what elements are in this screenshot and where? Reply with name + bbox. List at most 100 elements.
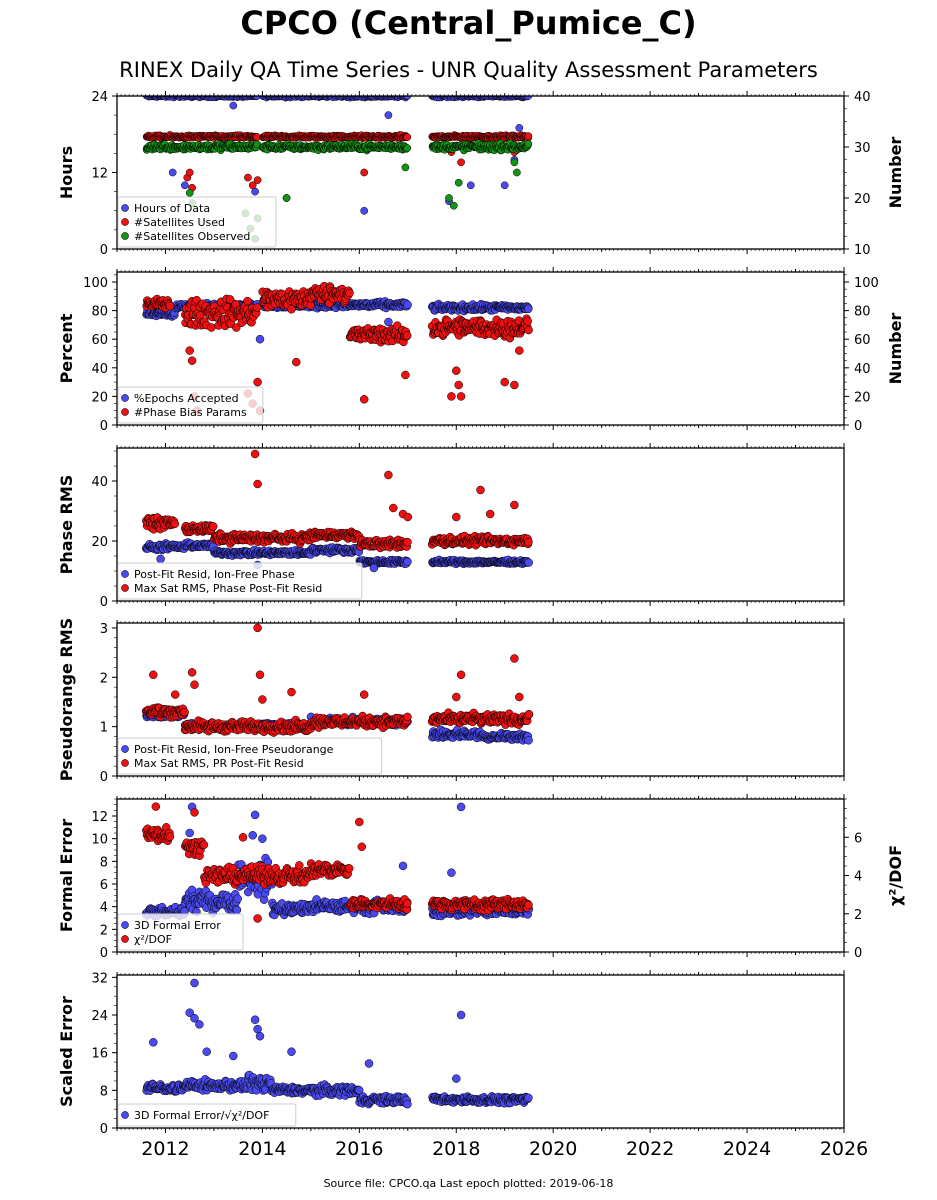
point-red-2	[403, 133, 412, 141]
outlier-point-red	[476, 485, 485, 495]
y-tick-label: 0	[100, 243, 108, 258]
legend-marker	[121, 408, 129, 416]
point-red-2	[345, 288, 354, 298]
y-right-tick-label: 60	[854, 333, 871, 348]
legend-marker	[121, 394, 129, 402]
outlier-point-green	[401, 163, 410, 172]
legend-label: %Epochs Accepted	[134, 392, 239, 405]
y-right-tick-label: 40	[854, 90, 871, 105]
outlier-point-red	[185, 346, 194, 355]
point-red-2	[252, 303, 262, 312]
outlier-point-green	[454, 178, 463, 187]
outlier-point-blue	[466, 181, 475, 190]
point-blue-1	[403, 300, 412, 310]
outlier-point-blue	[500, 181, 509, 190]
outlier-point-green	[510, 158, 519, 167]
outlier-point-red	[510, 380, 519, 390]
outlier-point-red	[447, 392, 456, 401]
outlier-point-green	[513, 168, 521, 177]
marks-panel-2	[142, 281, 533, 415]
marks-panel-3	[141, 449, 533, 573]
legend-marker	[121, 570, 129, 578]
outlier-point-red	[401, 370, 410, 380]
legend-label: Post-Fit Resid, Ion-Free Phase	[134, 568, 295, 581]
outlier-point-blue	[360, 206, 369, 215]
outlier-point-green	[445, 194, 453, 202]
y-tick-label: 0	[100, 419, 108, 434]
y-right-tick-label: 40	[854, 362, 871, 377]
outlier-point-blue	[384, 317, 393, 327]
y-right-tick-label: 20	[854, 390, 871, 405]
outlier-point-blue	[181, 181, 189, 190]
point-green-3	[403, 144, 412, 152]
legend-marker	[121, 218, 129, 226]
legend-marker	[121, 204, 129, 212]
point-red-2	[523, 316, 532, 326]
outlier-point-red	[456, 392, 466, 401]
point-blue-1	[524, 558, 533, 567]
y-axis-label: Hours	[57, 146, 76, 199]
outlier-point-red	[359, 395, 369, 404]
point-red-2	[208, 522, 218, 531]
y-right-tick-label: 30	[854, 141, 871, 156]
outlier-point-red	[384, 470, 393, 480]
outlier-point-red	[389, 503, 398, 513]
legend-label: #Phase Bias Params	[134, 406, 247, 419]
outlier-point-red	[250, 449, 260, 459]
legend: Hours of Data#Satellites Used#Satellites…	[117, 196, 277, 248]
point-red-2	[165, 301, 175, 311]
marks-panel-1	[142, 96, 533, 243]
outlier-point-red	[187, 356, 197, 365]
point-red-2	[170, 519, 180, 529]
y-axis-label-right: Number	[886, 137, 905, 209]
outlier-point-blue	[229, 101, 238, 110]
outlier-point-red	[452, 366, 461, 375]
legend-label: Hours of Data	[134, 202, 210, 215]
point-blue-1	[403, 96, 412, 100]
y-axis-label-right: Number	[886, 313, 905, 385]
outlier-point-red	[185, 168, 194, 177]
outlier-point-red	[485, 509, 495, 519]
outlier-point-green	[449, 201, 458, 210]
legend-label: #Satellites Observed	[134, 230, 250, 243]
outlier-point-blue	[369, 563, 379, 573]
y-right-tick-label: 20	[854, 192, 871, 207]
point-red-2	[402, 331, 412, 340]
y-axis-label: Percent	[57, 313, 76, 383]
y-tick-label: 40	[91, 362, 108, 377]
y-right-tick-label: 100	[854, 276, 879, 291]
legend: %Epochs Accepted#Phase Bias Params	[117, 386, 264, 424]
outlier-point-red	[454, 380, 463, 390]
y-tick-label: 20	[91, 390, 108, 405]
y-tick-label: 24	[91, 90, 108, 105]
outlier-point-red	[515, 346, 524, 355]
point-green-3	[524, 140, 533, 148]
point-red-2	[524, 132, 533, 141]
legend-label: Max Sat RMS, Phase Post-Fit Resid	[134, 582, 322, 595]
outlier-point-red	[253, 176, 262, 184]
y-tick-label: 40	[91, 475, 108, 490]
point-red-2	[287, 305, 296, 314]
y-right-tick-label: 0	[854, 419, 862, 434]
outlier-point-blue	[156, 554, 165, 564]
legend-marker	[121, 584, 129, 592]
legend-box	[117, 196, 277, 248]
y-tick-label: 12	[91, 167, 108, 182]
outlier-point-red	[360, 168, 369, 177]
outlier-point-green	[185, 189, 194, 197]
outlier-point-red	[248, 181, 257, 190]
marks-panel-4	[141, 623, 534, 745]
panel-2: 0 20 40 60 80 100 0 20 40 60 80 100 Number Percent %Ep…	[57, 267, 905, 434]
y-right-tick-label: 80	[854, 305, 871, 320]
outlier-point-green	[282, 194, 291, 202]
point-red-2	[403, 537, 412, 547]
outlier-point-red	[244, 173, 252, 182]
outlier-point-red	[403, 512, 413, 522]
y-tick-label: 0	[100, 595, 108, 610]
panel-3: 0 20 40 Phase RMS Post-Fit Resid, Ion-Free P…	[57, 443, 845, 610]
outlier-point-blue	[168, 168, 177, 177]
